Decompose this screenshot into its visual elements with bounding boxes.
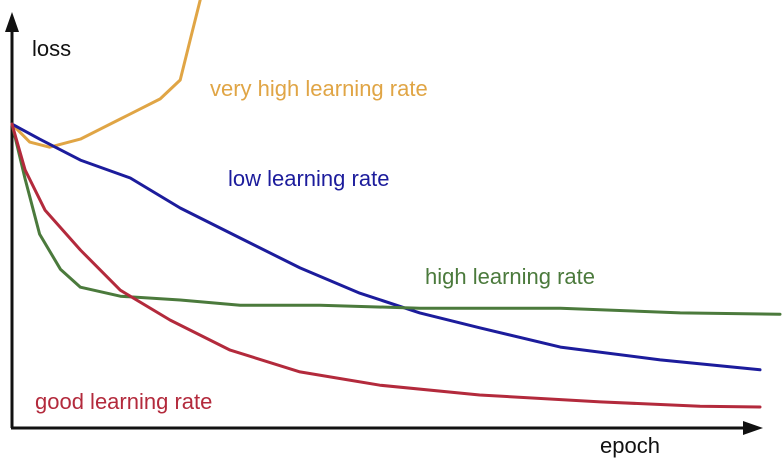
series-label: very high learning rate [210, 76, 428, 101]
series-label: high learning rate [425, 264, 595, 289]
x-axis-label: epoch [600, 433, 660, 458]
series-label: good learning rate [35, 389, 212, 414]
series-line [10, 0, 202, 149]
series-line [10, 122, 762, 372]
y-axis-label: loss [32, 36, 71, 61]
y-axis-arrow [5, 12, 19, 32]
plot-area [10, 0, 782, 409]
series-line [10, 122, 782, 316]
series-line [10, 122, 762, 409]
series-label: low learning rate [228, 166, 389, 191]
x-axis-arrow [743, 421, 763, 435]
